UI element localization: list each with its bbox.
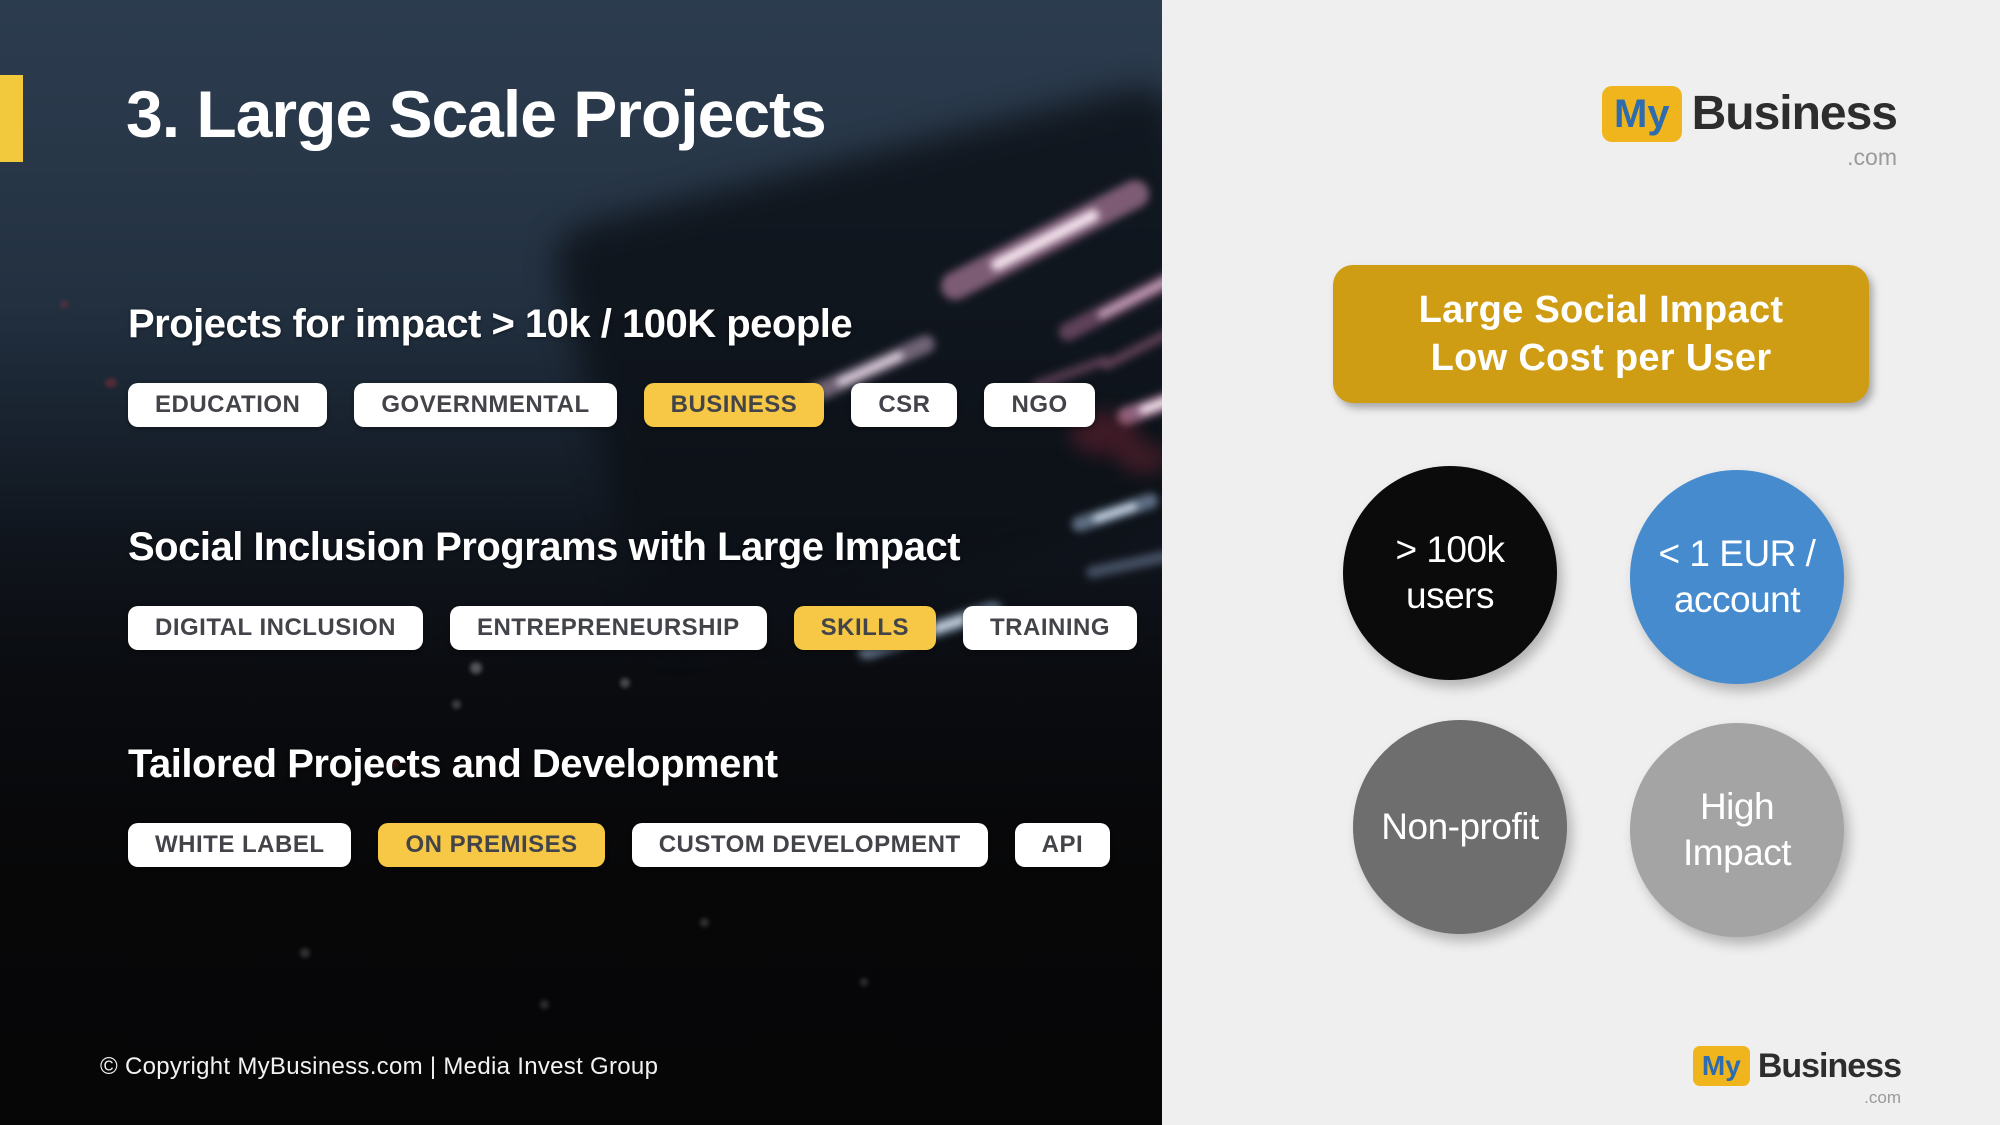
tag-skills: SKILLS [793,606,937,650]
right-panel: My Business .com Large Social Impact Low… [1162,0,2000,1125]
tag-education: EDUCATION [128,383,328,427]
tag-row: EDUCATION GOVERNMENTAL BUSINESS CSR NGO [128,383,1095,427]
left-photo-panel: 3. Large Scale Projects Projects for imp… [0,0,1162,1125]
bokeh-dot [105,378,117,388]
bokeh-dot [860,978,868,986]
circle-label: > 100k [1395,529,1505,570]
logo-tld-text: .com [1864,1088,1901,1107]
brand-logo: My Business .com [1602,86,1898,170]
bokeh-dot [620,678,630,688]
section-impact-projects: Projects for impact > 10k / 100K people … [128,302,1095,427]
tag-csr: CSR [851,383,958,427]
brand-logo-small: My Business .com [1692,1046,1902,1107]
tag-digital-inclusion: DIGITAL INCLUSION [128,606,423,650]
circle-label: Impact [1682,832,1792,873]
logo-tld-text: .com [1847,144,1897,170]
page-title: 3. Large Scale Projects [126,77,827,151]
section-heading: Tailored Projects and Development [128,742,778,786]
tag-row: DIGITAL INCLUSION ENTREPRENEURSHIP SKILL… [128,606,1138,650]
bokeh-glow [1118,442,1162,474]
section-heading: Projects for impact > 10k / 100K people [128,302,853,346]
section-social-inclusion: Social Inclusion Programs with Large Imp… [128,525,1138,650]
circle-high-impact: High Impact [1630,723,1844,937]
bokeh-dot [540,1000,549,1009]
bokeh-dot [700,918,709,927]
bokeh-dot [452,700,461,709]
brand-logo-row: My Business [1602,86,1898,142]
logo-my-badge: My [1602,86,1682,142]
circle-users: > 100k users [1343,466,1557,680]
brand-logo-row: My Business [1692,1046,1902,1086]
tag-entrepreneurship: ENTREPRENEURSHIP [449,606,767,650]
circle-label: users [1406,575,1494,616]
bokeh-dot [60,300,69,309]
logo-business-text: Business [1757,1047,1902,1085]
tag-row: WHITE LABEL ON PREMISES CUSTOM DEVELOPME… [128,823,1111,867]
tag-api: API [1014,823,1111,867]
banner-line-2: Low Cost per User [1430,337,1772,379]
circle-non-profit: Non-profit [1353,720,1567,934]
impact-banner: Large Social Impact Low Cost per User [1333,265,1869,403]
bokeh-dot [390,760,398,768]
section-heading: Social Inclusion Programs with Large Imp… [128,525,961,569]
copyright-text: © Copyright MyBusiness.com | Media Inves… [100,1053,659,1080]
bokeh-dot [470,662,482,674]
tag-business: BUSINESS [643,383,825,427]
bokeh-dot [300,948,310,958]
tag-on-premises: ON PREMISES [378,823,605,867]
tag-custom-development: CUSTOM DEVELOPMENT [631,823,988,867]
bokeh-streak [1084,544,1162,580]
section-tailored-projects: Tailored Projects and Development WHITE … [128,742,1111,867]
circle-label: Non-profit [1381,806,1539,847]
logo-business-text: Business [1691,87,1898,140]
banner-line-1: Large Social Impact [1418,289,1784,331]
tag-ngo: NGO [984,383,1095,427]
circle-label: High [1699,786,1775,827]
circle-cost: < 1 EUR / account [1630,470,1844,684]
logo-my-badge: My [1692,1046,1750,1086]
circle-label: account [1673,579,1801,620]
tag-governmental: GOVERNMENTAL [354,383,617,427]
tag-training: TRAINING [963,606,1138,650]
tag-white-label: WHITE LABEL [128,823,352,867]
circle-label: < 1 EUR / [1658,533,1816,574]
title-accent-bar [0,75,23,162]
